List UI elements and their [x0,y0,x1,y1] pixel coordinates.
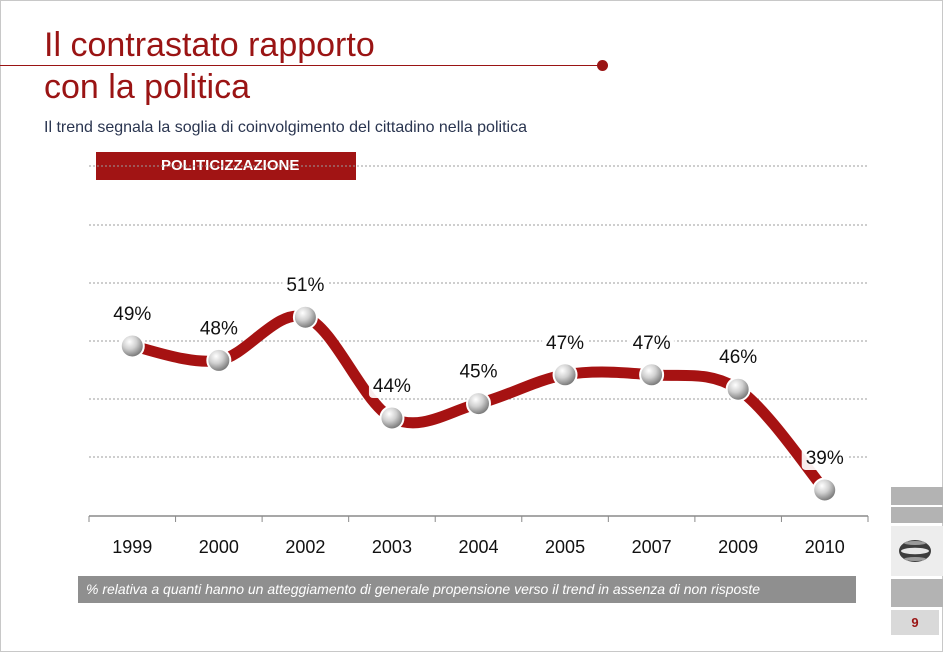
data-label-bg [455,357,502,384]
data-label-bg [109,300,156,326]
data-label: 47% [633,333,671,354]
title-line-2: con la politica [44,68,251,106]
data-label: 46% [719,347,757,368]
x-tick-label: 2000 [199,537,239,557]
x-tick-label: 1999 [112,537,152,557]
x-tick-label: 2007 [632,537,672,557]
title-line-1: Il contrastato rapporto [44,26,375,64]
data-point [552,362,578,388]
data-label-bg [282,271,329,298]
slide-title: Il contrastato rapporto con la politica [44,24,375,108]
x-tick-label: 2009 [718,537,758,557]
title-dot [597,60,608,71]
data-point [812,477,838,503]
data-labels: 49% 48% 51% 44% 45% 47% 47% 46% 39% [109,271,848,470]
x-tick-labels: 1999 2000 2002 2003 2004 2005 2007 2009 2010 [112,537,844,557]
data-label: 47% [546,333,584,354]
data-label-bg [195,314,242,341]
slide-subtitle: Il trend segnala la soglia di coinvolgim… [44,119,527,136]
footnote: % relativa a quanti hanno un atteggiamen… [78,576,856,603]
data-label: 51% [286,275,324,296]
data-point [206,347,232,373]
data-label-bg [542,328,589,355]
x-tick-label: 2005 [545,537,585,557]
data-label: 44% [373,376,411,397]
data-label: 45% [459,362,497,383]
data-point [379,405,405,431]
x-tick-label: 2010 [805,537,845,557]
data-label: 39% [806,448,844,469]
side-tab-1 [891,487,943,505]
side-tab-3 [891,579,943,607]
data-label: 49% [113,304,151,325]
data-point [466,391,491,417]
data-point [725,376,751,402]
data-label-bg [368,372,415,398]
data-label: 48% [200,318,238,339]
page-number: 9 [891,610,939,635]
data-point [639,362,665,388]
x-axis [88,515,869,522]
logo-emblem [891,526,943,576]
x-tick-label: 2004 [458,537,498,557]
data-points [119,304,838,503]
x-tick-label: 2002 [285,537,325,557]
title-rule [0,65,602,66]
data-point [119,333,145,359]
x-tick-label: 2003 [372,537,412,557]
data-point [292,304,318,330]
data-label-bg [715,343,762,370]
data-label-bg [801,444,848,470]
data-label-bg [628,328,675,355]
side-tab-2 [891,507,943,523]
